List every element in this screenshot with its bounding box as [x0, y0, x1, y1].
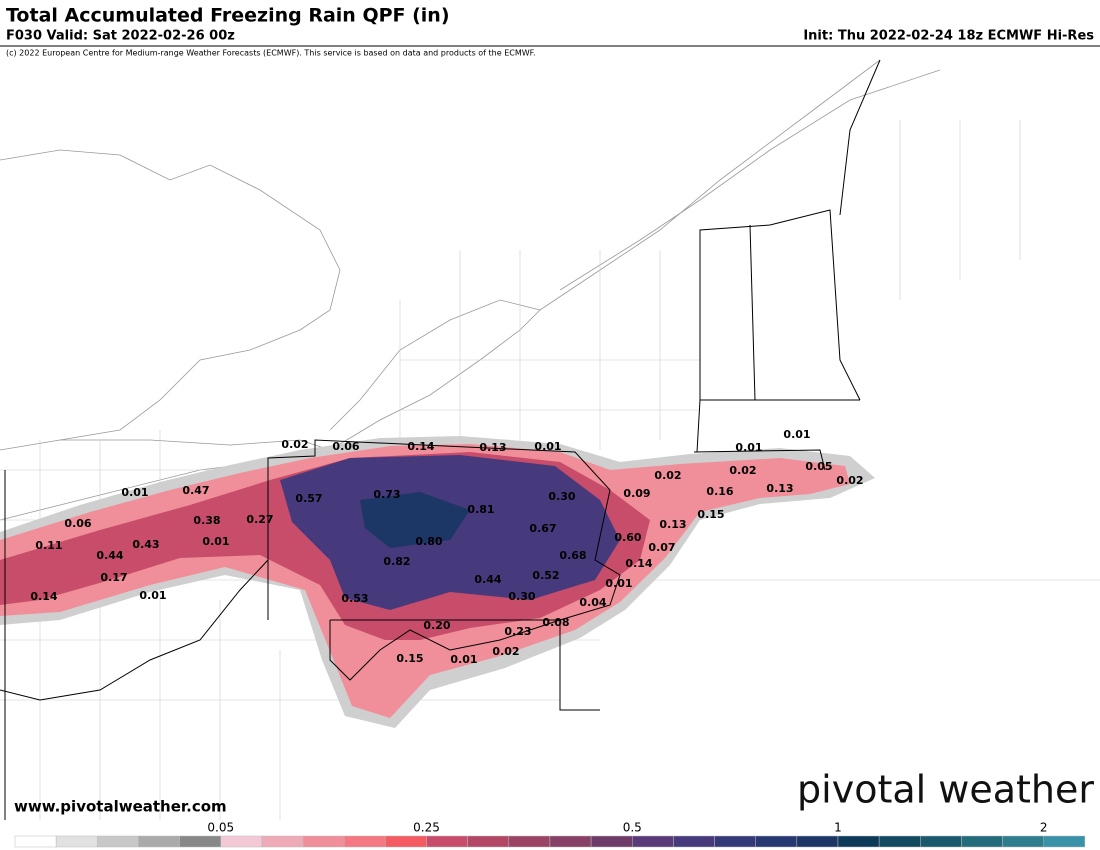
colorbar-tick-label: 0.5 — [623, 821, 642, 835]
map-value-label: 0.23 — [504, 625, 531, 638]
map-value-label: 0.11 — [35, 539, 62, 552]
map-value-label: 0.14 — [625, 557, 652, 570]
map-value-label: 0.02 — [654, 469, 681, 482]
colorbar-swatch — [1043, 835, 1086, 848]
map-value-label: 0.68 — [559, 549, 586, 562]
title: Total Accumulated Freezing Rain QPF (in) — [6, 5, 450, 27]
map-value-label: 0.53 — [341, 592, 368, 605]
colorbar-swatch — [920, 835, 962, 848]
state-lines — [0, 59, 881, 820]
freezing-rain-core — [360, 492, 470, 548]
colorbar-swatch — [426, 835, 468, 848]
colorbar-swatch — [179, 835, 222, 848]
colorbar-swatch — [673, 835, 715, 848]
map-value-label: 0.14 — [407, 440, 434, 453]
map-value-label: 0.30 — [548, 490, 575, 503]
map-value-label: 0.16 — [706, 485, 733, 498]
map: 0.02 0.06 0.14 0.13 0.01 0.01 0.01 0.02 0.02 0.05… — [0, 58, 1100, 820]
colorbar-tick-label: 0.05 — [207, 821, 234, 835]
colorbar-swatch — [302, 835, 345, 848]
map-value-label: 0.67 — [529, 522, 556, 535]
colorbar-swatch — [590, 835, 633, 848]
map-value-label: 0.44 — [96, 549, 123, 562]
map-value-label: 0.15 — [697, 508, 724, 521]
colorbar-swatch — [837, 835, 880, 848]
map-value-label: 0.01 — [202, 535, 229, 548]
map-value-label: 0.01 — [534, 440, 561, 453]
colorbar-tick-label: 1 — [834, 821, 842, 835]
colorbar-swatch — [138, 835, 180, 848]
map-value-label: 0.05 — [805, 460, 832, 473]
map-value-label: 0.82 — [383, 555, 410, 568]
map-value-label: 0.27 — [246, 513, 273, 526]
colorbar-swatch — [385, 835, 427, 848]
map-value-label: 0.01 — [735, 441, 762, 454]
colorbar-tick-label: 0.25 — [413, 821, 440, 835]
colorbar-swatch — [632, 835, 674, 848]
colorbar-swatch — [14, 835, 57, 848]
map-value-label: 0.02 — [281, 438, 308, 451]
copyright: (c) 2022 European Centre for Medium-rang… — [6, 49, 536, 58]
colorbar-swatch — [755, 835, 798, 848]
map-value-label: 0.13 — [659, 518, 686, 531]
map-background — [0, 58, 1100, 820]
map-value-label: 0.07 — [648, 541, 675, 554]
map-value-label: 0.13 — [479, 441, 506, 454]
map-value-label: 0.43 — [132, 538, 159, 551]
map-value-label: 0.06 — [64, 517, 91, 530]
map-value-label: 0.02 — [492, 645, 519, 658]
colorbar-swatch — [343, 835, 386, 848]
map-value-label: 0.01 — [121, 486, 148, 499]
map-value-label: 0.01 — [139, 589, 166, 602]
map-value-label: 0.06 — [332, 440, 359, 453]
map-value-label: 0.60 — [614, 531, 641, 544]
map-value-label: 0.57 — [295, 492, 322, 505]
map-value-label: 0.38 — [193, 514, 220, 527]
map-value-label: 0.14 — [30, 590, 57, 603]
map-value-label: 0.52 — [532, 569, 559, 582]
colorbar-swatch — [97, 835, 139, 848]
valid-time: F030 Valid: Sat 2022-02-26 00z — [6, 29, 235, 44]
map-value-label: 0.73 — [373, 488, 400, 501]
map-value-label: 0.80 — [415, 535, 442, 548]
map-value-label: 0.08 — [542, 616, 569, 629]
colorbar-swatch — [878, 835, 921, 848]
colorbar-swatch — [961, 835, 1003, 848]
colorbar-swatch — [467, 835, 510, 848]
colorbar: 0.05 0.25 0.5 1 2 — [14, 821, 1086, 848]
map-value-label: 0.44 — [474, 573, 501, 586]
colorbar-swatch — [508, 835, 551, 848]
colorbar-swatch — [796, 835, 839, 848]
map-value-label: 0.04 — [579, 596, 606, 609]
map-value-label: 0.09 — [623, 487, 650, 500]
map-value-label: 0.13 — [766, 482, 793, 495]
colorbar-swatch — [549, 835, 592, 848]
logo: pivotal weather — [797, 768, 1094, 812]
map-labels: 0.02 0.06 0.14 0.13 0.01 0.01 0.01 0.02 0.02 0.05… — [30, 428, 863, 666]
map-value-label: 0.20 — [423, 619, 450, 632]
colorbar-swatch — [714, 835, 756, 848]
map-value-label: 0.02 — [729, 464, 756, 477]
map-value-label: 0.30 — [508, 590, 535, 603]
colorbar-swatch — [261, 835, 304, 848]
map-value-label: 0.01 — [783, 428, 810, 441]
colorbar-swatch — [220, 835, 263, 848]
map-value-label: 0.01 — [605, 577, 632, 590]
colorbar-tick-label: 2 — [1040, 821, 1048, 835]
map-value-label: 0.81 — [467, 503, 494, 516]
map-value-label: 0.02 — [836, 474, 863, 487]
map-value-label: 0.01 — [450, 653, 477, 666]
colorbar-swatch — [1002, 835, 1044, 848]
website: www.pivotalweather.com — [14, 798, 227, 816]
init-time: Init: Thu 2022-02-24 18z ECMWF Hi-Res — [803, 29, 1094, 44]
colorbar-swatch — [55, 835, 98, 848]
map-value-label: 0.47 — [182, 484, 209, 497]
map-value-label: 0.15 — [396, 652, 423, 665]
map-value-label: 0.17 — [100, 571, 127, 584]
